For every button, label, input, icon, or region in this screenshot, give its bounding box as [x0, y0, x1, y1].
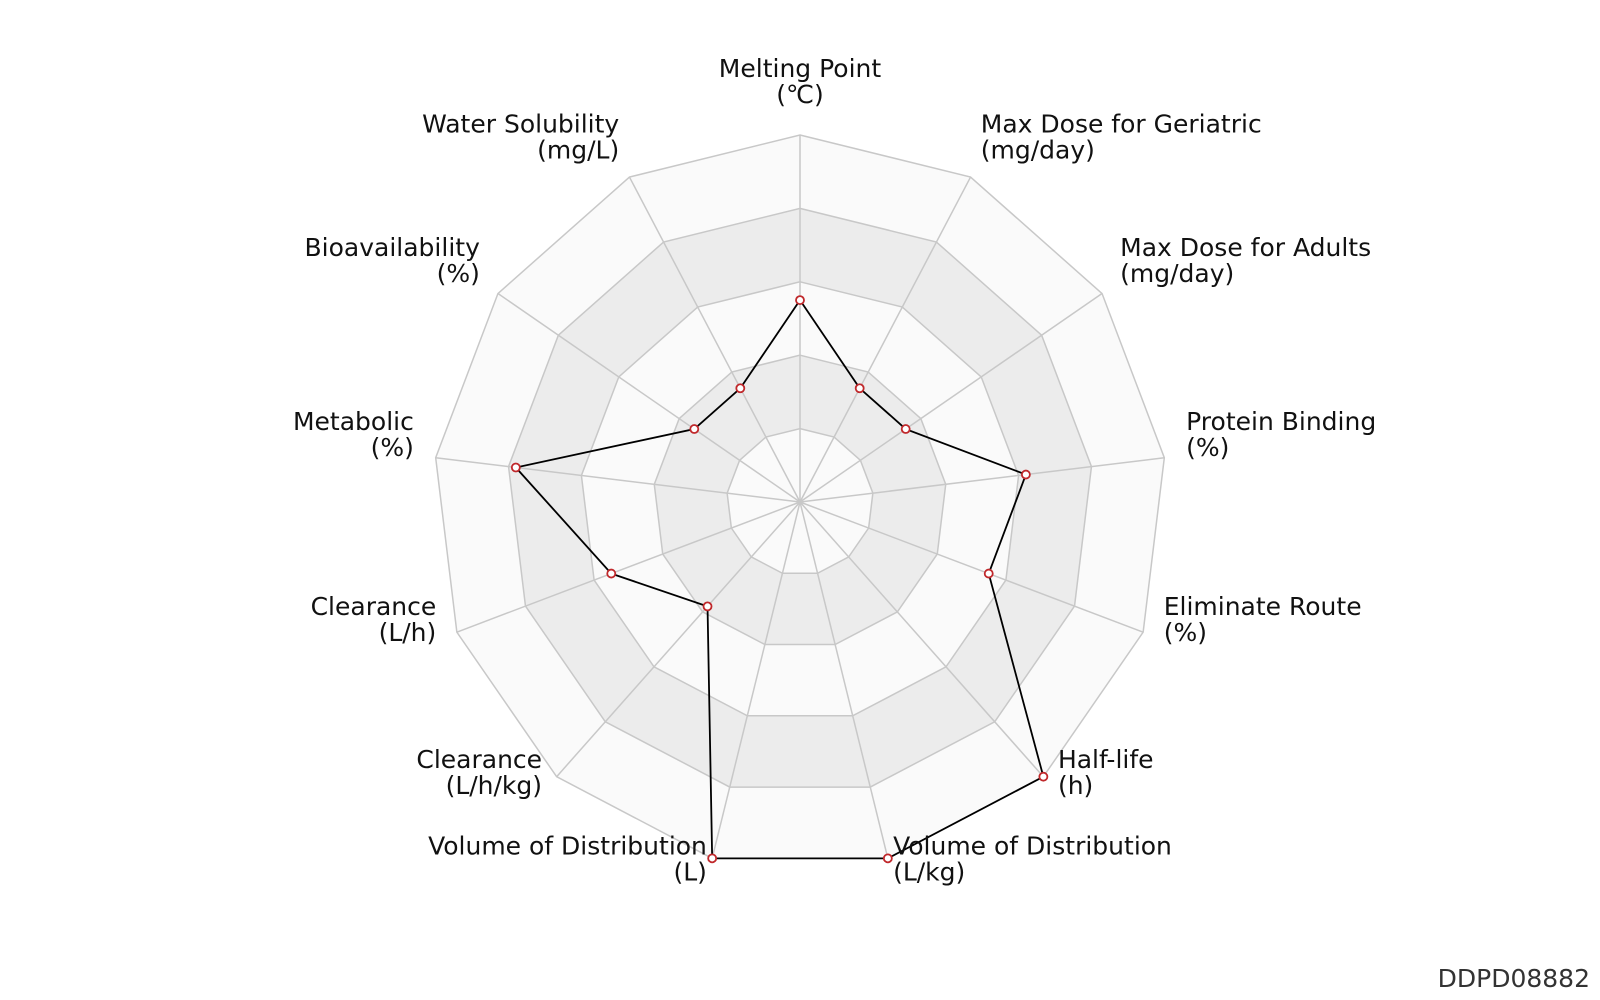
- spoke-6: [799, 501, 1044, 778]
- axis-labels: Melting Point (℃)Max Dose for Geriatric (m…: [293, 54, 1376, 887]
- axis-label-water-solubility-mg-l: Water Solubility (mg/L): [422, 110, 619, 165]
- axis-label-clearance-l-h-kg: Clearance (L/h/kg): [416, 745, 542, 800]
- spoke-5: [799, 501, 1144, 633]
- spoke-3: [799, 292, 1103, 503]
- axis-label-unit: (%): [1186, 433, 1229, 462]
- data-point-melting-point: [795, 295, 805, 306]
- axis-label-unit: (h): [1058, 771, 1093, 800]
- spoke-8: [711, 501, 801, 859]
- axis-label-volume-of-distribution-l: Volume of Distribution (L): [428, 832, 707, 887]
- spoke-11: [435, 457, 801, 503]
- data-point-volume-of-distribution-l-kg: [882, 853, 893, 864]
- chart-id: DDPD08882: [1438, 964, 1590, 993]
- axis-label-name: Metabolic: [293, 407, 414, 436]
- axis-label-unit: (L/kg): [893, 858, 965, 887]
- axis-label-name: Protein Binding: [1186, 407, 1376, 436]
- series-line: [514, 298, 1045, 860]
- axis-label-unit: (%): [371, 433, 414, 462]
- data-point-max-dose-for-geriatric-mg-day: [854, 383, 865, 394]
- axis-label-name: Volume of Distribution: [893, 832, 1172, 861]
- axis-label-name: Clearance: [416, 745, 542, 774]
- axis-label-name: Eliminate Route: [1164, 592, 1362, 621]
- data-point-clearance-l-h: [606, 568, 617, 579]
- spoke-10: [456, 501, 801, 633]
- axis-label-name: Volume of Distribution: [428, 832, 707, 861]
- axis-label-melting-point: Melting Point (℃): [719, 54, 882, 109]
- data-point-eliminate-route: [983, 568, 994, 579]
- axis-label-name: Melting Point: [719, 54, 882, 83]
- data-point-half-life-h: [1038, 771, 1049, 782]
- axis-label-name: Max Dose for Geriatric: [981, 110, 1262, 139]
- axis-label-unit: (L): [673, 858, 706, 887]
- axis-label-unit: (mg/day): [1120, 259, 1234, 288]
- axis-label-half-life-h: Half-life (h): [1058, 745, 1154, 800]
- axis-label-bioavailability: Bioavailability (%): [305, 233, 481, 288]
- axis-label-unit: (L/h): [379, 618, 437, 647]
- axis-label-unit: (L/h/kg): [446, 771, 542, 800]
- axis-label-volume-of-distribution-l-kg: Volume of Distribution (L/kg): [893, 832, 1172, 887]
- axis-label-protein-binding: Protein Binding (%): [1186, 407, 1376, 462]
- spoke-13: [628, 176, 801, 503]
- radar-spokes: [435, 135, 1165, 859]
- axis-label-max-dose-for-adults-mg-day: Max Dose for Adults (mg/day): [1120, 233, 1371, 288]
- axis-label-unit: (℃): [776, 80, 824, 109]
- axis-label-unit: (%): [1164, 618, 1207, 647]
- data-point-protein-binding: [1020, 469, 1031, 480]
- axis-label-name: Max Dose for Adults: [1120, 233, 1371, 262]
- data-point-max-dose-for-adults-mg-day: [900, 424, 911, 434]
- spoke-9: [556, 501, 801, 778]
- spoke-2: [799, 176, 972, 503]
- spoke-4: [799, 457, 1165, 503]
- axis-label-name: Water Solubility: [422, 110, 619, 139]
- axis-label-name: Half-life: [1058, 745, 1154, 774]
- spoke-12: [497, 292, 801, 503]
- data-point-metabolic: [510, 462, 521, 473]
- axis-label-unit: (%): [437, 259, 480, 288]
- axis-label-unit: (mg/day): [981, 136, 1095, 165]
- spoke-7: [799, 501, 889, 859]
- data-point-water-solubility-mg-l: [735, 383, 746, 394]
- data-point-bioavailability: [689, 424, 700, 434]
- axis-label-unit: (mg/L): [537, 136, 619, 165]
- data-point-volume-of-distribution-l: [707, 853, 718, 864]
- axis-label-metabolic: Metabolic (%): [293, 407, 414, 462]
- axis-label-clearance-l-h: Clearance (L/h): [311, 592, 437, 647]
- axis-label-name: Bioavailability: [305, 233, 481, 262]
- data-point-clearance-l-h-kg: [702, 601, 713, 612]
- axis-label-name: Clearance: [311, 592, 437, 621]
- data-series: [510, 295, 1049, 864]
- axis-label-eliminate-route: Eliminate Route (%): [1164, 592, 1362, 647]
- axis-label-max-dose-for-geriatric-mg-day: Max Dose for Geriatric (mg/day): [981, 110, 1262, 165]
